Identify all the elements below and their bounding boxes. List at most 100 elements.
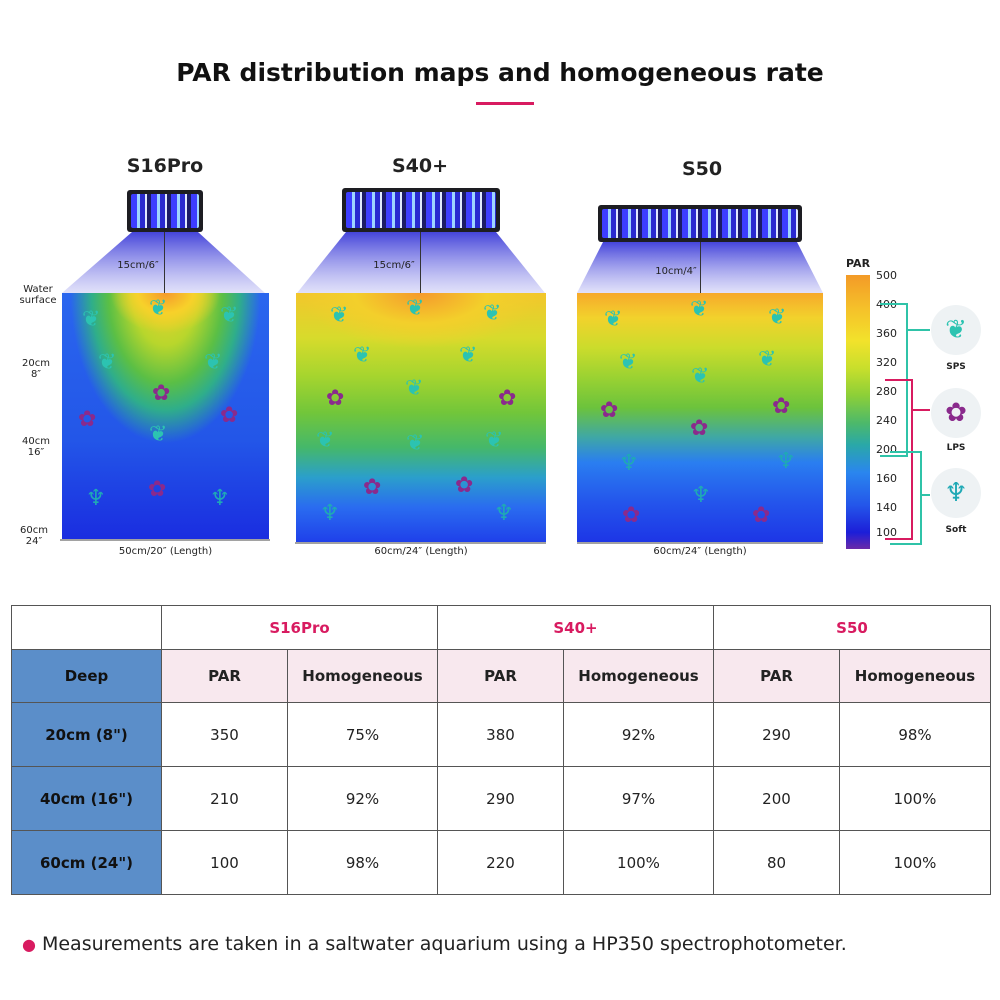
light-cones: [62, 232, 823, 293]
depth-label-40cm: 40cm 16″: [16, 436, 56, 458]
table-product-s16pro: S16Pro: [161, 605, 438, 650]
sps-coral-icon: ❦: [204, 350, 223, 375]
lps-coral-icon: ✿: [498, 386, 517, 411]
depth-label-20cm-line2: 8″: [30, 369, 42, 380]
lps-coral-icon: ✿: [363, 475, 382, 500]
table-cell: 290: [437, 766, 564, 831]
row-depth: 40cm (16"): [11, 766, 162, 831]
height-label-s50: 10cm/4″: [655, 266, 697, 277]
sps-coral-icon: ❦: [220, 303, 239, 328]
par-map-s50: [577, 293, 823, 542]
lps-coral-icon: ✿: [600, 398, 619, 423]
lps-coral-icon: ✿: [78, 407, 97, 432]
page-title: PAR distribution maps and homogeneous ra…: [176, 58, 824, 87]
length-axes: [60, 539, 823, 544]
lps-coral-icon: ✿: [752, 503, 771, 528]
table-product-s40plus: S40+: [437, 605, 714, 650]
sps-coral-icon: ❦: [619, 350, 638, 375]
sps-coral-icon: ❦: [483, 301, 502, 326]
par-map-s16pro: [62, 293, 269, 539]
lps-coral-icon: ✿: [772, 394, 791, 419]
legend-label-lps: LPS: [946, 443, 966, 453]
par-scale-tick: 160: [876, 472, 897, 485]
par-scale-tick: 100: [876, 526, 897, 539]
cone-s40plus: [297, 232, 545, 293]
soft-coral-icon: ♆: [86, 486, 106, 511]
table-cell: 98%: [839, 702, 991, 767]
par-header: PAR: [713, 649, 840, 703]
table-cell: 92%: [287, 766, 438, 831]
table-cell: 350: [161, 702, 288, 767]
par-header: PAR: [437, 649, 564, 703]
par-scale-title: PAR: [846, 257, 871, 270]
par-scale-tick: 360: [876, 327, 897, 340]
fixture-s50: [598, 205, 802, 242]
sps-coral-icon: ❦: [691, 364, 710, 389]
depth-label-water-line1: Water: [23, 284, 53, 295]
row-depth: 20cm (8"): [11, 702, 162, 767]
lps-coral-icon: ✿: [220, 403, 239, 428]
sps-coral-icon: ❦: [604, 307, 623, 332]
cone-s16pro: [62, 232, 265, 293]
legend-label-sps: SPS: [946, 362, 966, 372]
fixture-s16pro: [127, 190, 203, 232]
soft-coral-icon: ♆: [776, 449, 796, 474]
lps-coral-icon: ✿: [931, 388, 981, 438]
par-header: PAR: [161, 649, 288, 703]
lps-coral-icon: ✿: [148, 477, 167, 502]
sps-coral-icon: ❦: [768, 305, 787, 330]
hang-line-s50: [700, 242, 701, 293]
deep-header: Deep: [11, 649, 162, 703]
table-cell: 100%: [563, 830, 714, 895]
table-cell: 100%: [839, 766, 991, 831]
depth-label-60cm-line2: 24″: [25, 536, 43, 547]
row-depth: 60cm (24"): [11, 830, 162, 895]
depth-label-water: Water surface: [18, 284, 58, 306]
product-name-s40plus: S40+: [391, 155, 449, 177]
sps-coral-icon: ❦: [459, 343, 478, 368]
sps-coral-icon: ❦: [690, 297, 709, 322]
hang-line-s40plus: [420, 232, 421, 293]
product-name-s16pro: S16Pro: [126, 155, 204, 177]
depth-label-20cm: 20cm 8″: [16, 358, 56, 380]
soft-coral-icon: ♆: [691, 483, 711, 508]
sps-coral-icon: ❦: [406, 431, 425, 456]
par-table: S16Pro S40+ S50 Deep PAR Homogeneous PAR…: [11, 605, 991, 895]
footnote-text: Measurements are taken in a saltwater aq…: [41, 933, 847, 955]
table-row: 60cm (24") 100 98% 220 100% 80 100%: [11, 830, 991, 895]
sps-coral-icon: ❦: [758, 347, 777, 372]
homogeneous-header: Homogeneous: [287, 649, 438, 703]
table-cell: 75%: [287, 702, 438, 767]
table-cell: 100: [161, 830, 288, 895]
sps-coral-icon: ❦: [98, 350, 117, 375]
soft-range-bracket: [890, 451, 922, 545]
table-cell: 380: [437, 702, 564, 767]
bracket-connectors: [906, 329, 930, 496]
fixture-s40plus: [342, 188, 500, 232]
product-name-s50: S50: [681, 158, 723, 180]
length-label-s50: 60cm/24″ (Length): [653, 546, 747, 557]
footnote: ● Measurements are taken in a saltwater a…: [22, 933, 847, 955]
table-corner: [11, 605, 162, 650]
table-cell: 97%: [563, 766, 714, 831]
lps-coral-icon: ✿: [326, 386, 345, 411]
table-row: 20cm (8") 350 75% 380 92% 290 98%: [11, 702, 991, 767]
par-scale-tick: 240: [876, 414, 897, 427]
soft-coral-icon: ♆: [494, 501, 514, 526]
table-cell: 220: [437, 830, 564, 895]
sps-coral-icon: ❦: [316, 428, 335, 453]
table-cell: 80: [713, 830, 840, 895]
table-cell: 100%: [839, 830, 991, 895]
lps-coral-icon: ✿: [455, 473, 474, 498]
length-label-s16pro: 50cm/20″ (Length): [118, 546, 213, 557]
soft-coral-icon: ♆: [210, 486, 230, 511]
table-cell: 290: [713, 702, 840, 767]
depth-label-water-line2: surface: [19, 295, 57, 306]
table-product-s50: S50: [713, 605, 991, 650]
table-row: 40cm (16") 210 92% 290 97% 200 100%: [11, 766, 991, 831]
legend-label-soft: Soft: [945, 525, 967, 535]
sps-coral-icon: ❦: [149, 296, 168, 321]
sps-coral-icon: ❦: [353, 343, 372, 368]
table-cell: 210: [161, 766, 288, 831]
soft-coral-icon: ♆: [619, 451, 639, 476]
